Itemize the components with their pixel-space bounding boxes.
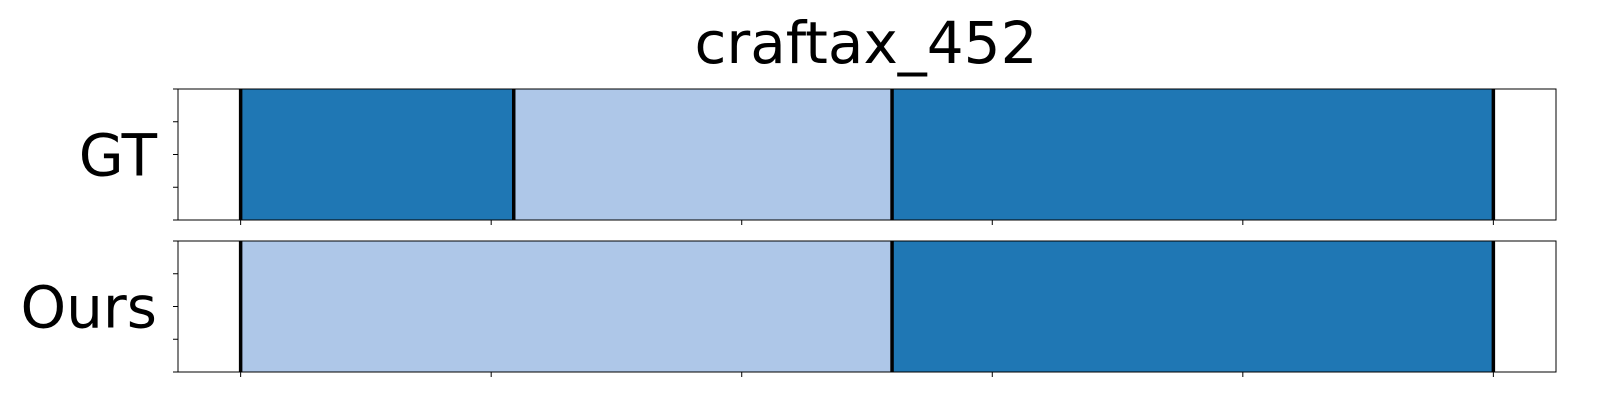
segment-gt-2	[513, 89, 893, 220]
segment-ours-1	[240, 241, 893, 372]
panel-ours: Ours	[21, 240, 1557, 377]
row-label-gt: GT	[79, 122, 158, 190]
panel-gt: GT	[79, 88, 1557, 225]
row-label-ours: Ours	[21, 274, 157, 342]
segment-gt-1	[240, 89, 514, 220]
segment-gt-3	[892, 89, 1494, 220]
segment-ours-2	[892, 241, 1494, 372]
panels: GT Ours	[21, 88, 1557, 377]
chart-title: craftax_452	[695, 9, 1038, 77]
